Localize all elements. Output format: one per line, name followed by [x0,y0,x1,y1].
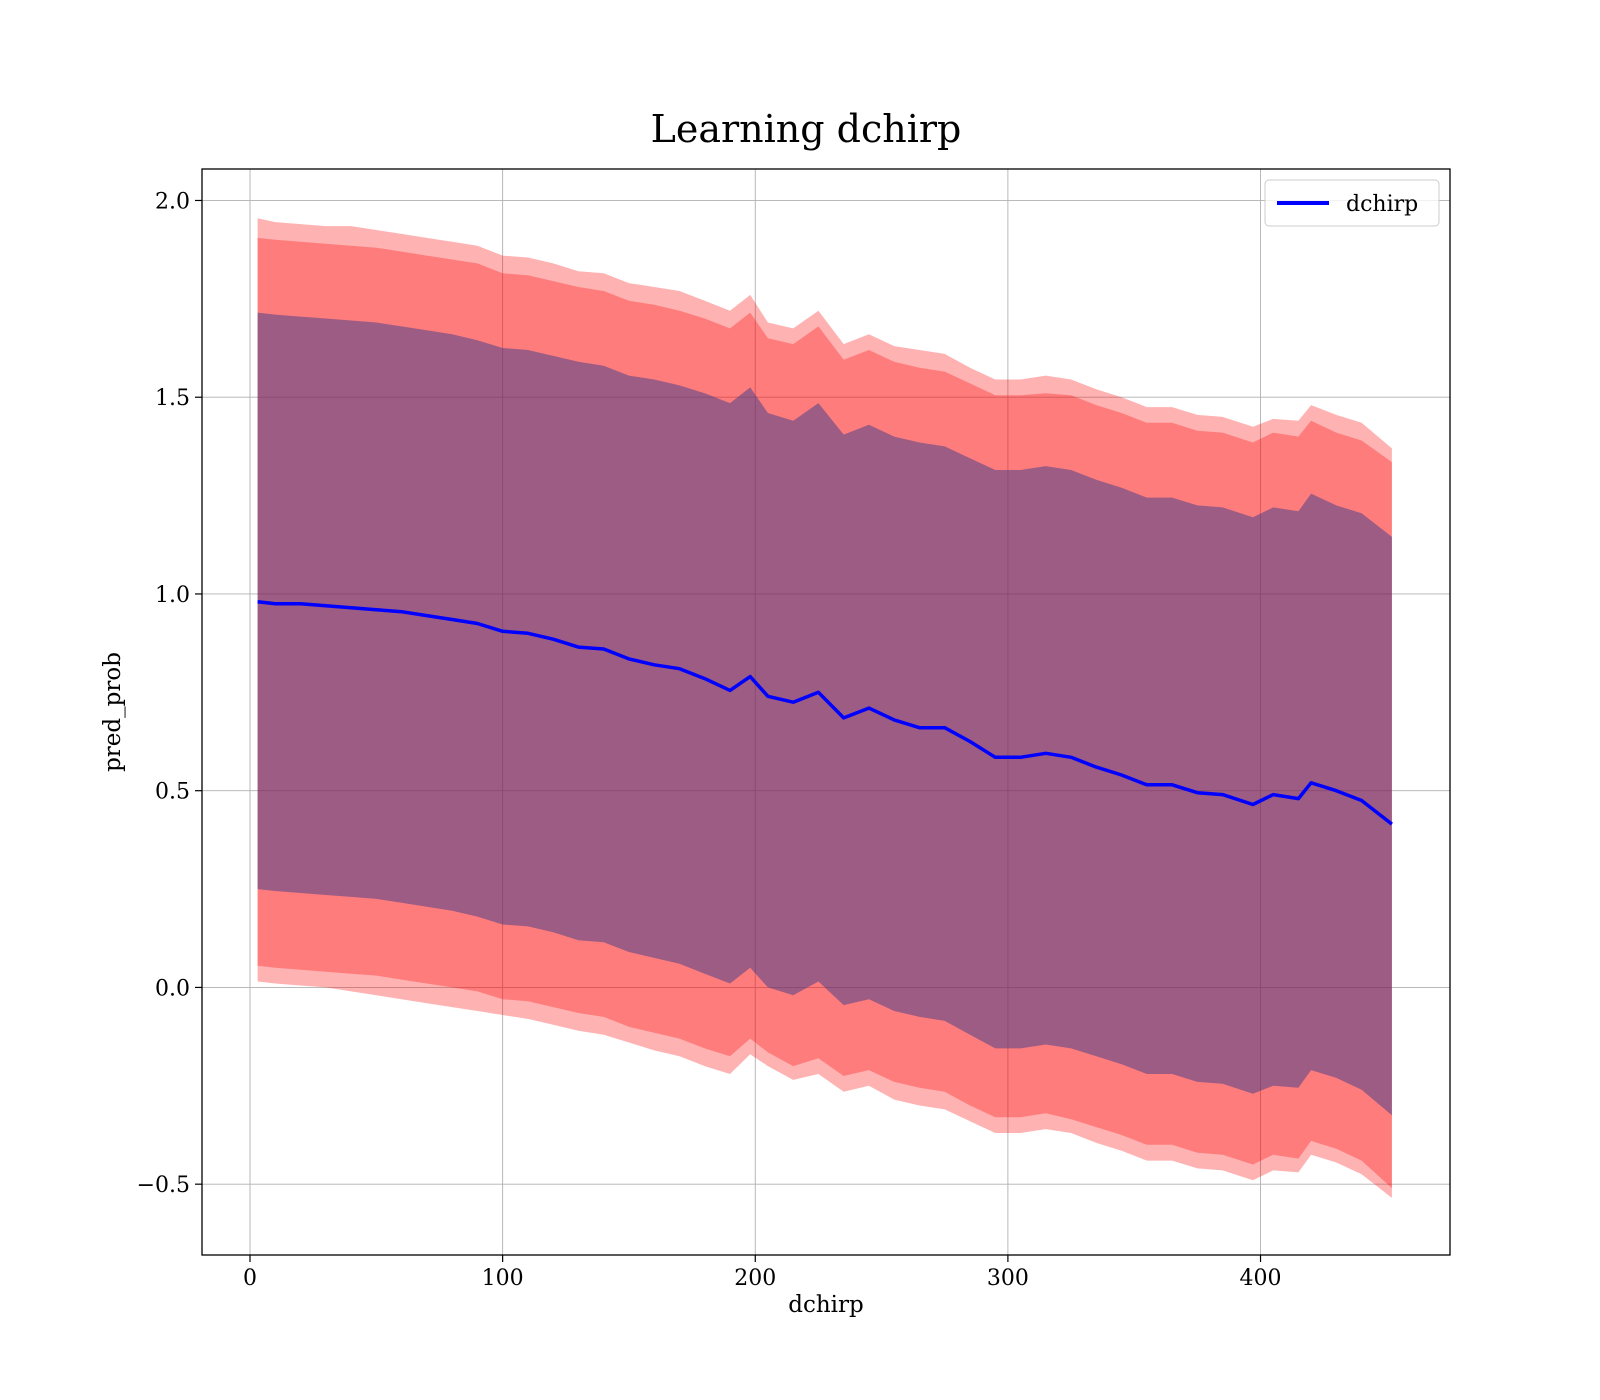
band-2 [257,312,1392,1116]
confidence-bands [257,218,1392,1198]
series-lines [257,600,1393,826]
x-tick-label-3: 300 [987,1266,1029,1291]
y-tick-label-3: 1.0 [155,583,190,608]
y-tick-label-2: 0.5 [155,780,190,805]
x-tick-label-4: 400 [1240,1266,1282,1291]
y-axis-ticks: −0.5 0.0 0.5 1.0 1.5 2.0 [137,189,202,1198]
legend: dchirp [1264,179,1440,227]
x-tick-label-2: 200 [734,1266,776,1291]
legend-label-dchirp: dchirp [1346,192,1418,217]
legend-box [1264,179,1440,227]
x-axis-label: dchirp [788,1292,864,1318]
series-line-dchirp [257,600,1393,826]
x-tick-label-0: 0 [243,1266,257,1291]
chart-title: Learning dchirp [651,107,962,151]
y-tick-label-0: −0.5 [137,1173,190,1198]
y-axis-label: pred_prob [100,652,126,772]
plot-frame [201,168,1451,1256]
y-tick-label-5: 2.0 [155,189,190,214]
y-tick-label-1: 0.0 [155,976,190,1001]
y-tick-label-4: 1.5 [155,386,190,411]
x-tick-label-1: 100 [482,1266,524,1291]
x-axis-ticks: 0 100 200 300 400 [243,1255,1282,1291]
